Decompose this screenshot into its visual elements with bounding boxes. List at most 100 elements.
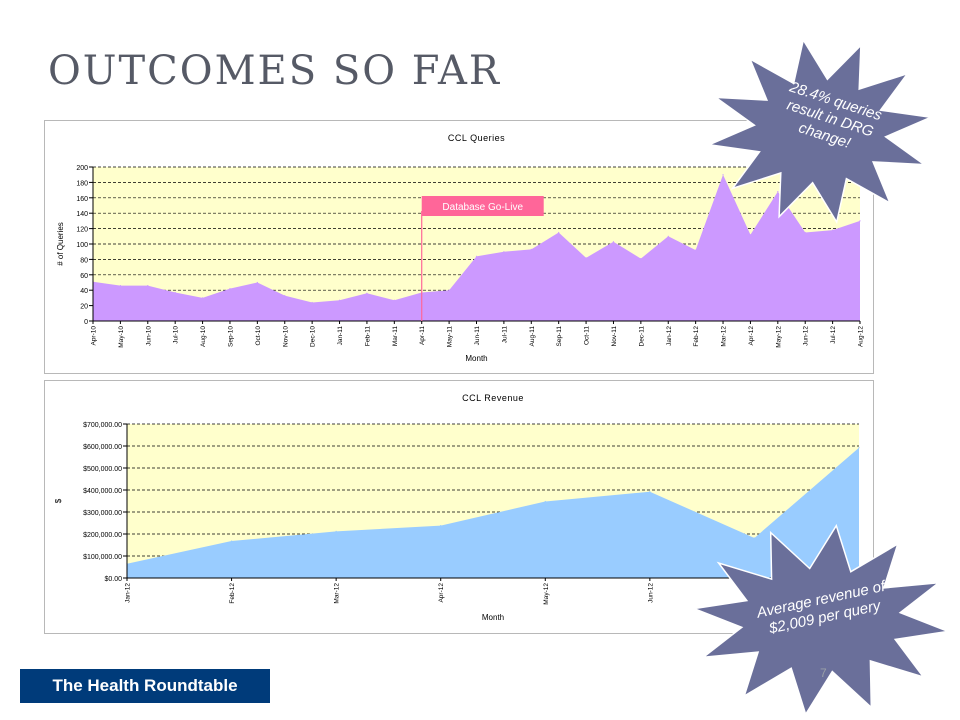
data-point <box>335 530 337 532</box>
data-point <box>832 229 834 231</box>
y-tick-label: $0.00 <box>104 576 122 583</box>
data-point <box>119 284 121 287</box>
x-tick-label: Apr-12 <box>438 583 445 603</box>
y-tick-label: 160 <box>76 196 88 203</box>
x-tick-label: Nov-11 <box>611 326 618 347</box>
starburst-shape <box>706 38 934 224</box>
y-tick-label: 180 <box>76 180 88 187</box>
data-point <box>311 301 313 304</box>
x-axis-label: Month <box>465 354 487 363</box>
x-tick-label: Mar-12 <box>721 326 728 347</box>
x-tick-label: Jan-12 <box>666 326 673 346</box>
y-tick-label: $300,000.00 <box>83 510 122 517</box>
data-point <box>440 525 442 527</box>
y-tick-label: 120 <box>76 227 88 234</box>
data-point <box>230 540 233 542</box>
data-point <box>475 255 478 257</box>
x-tick-label: Feb-12 <box>229 583 236 604</box>
x-tick-label: May-10 <box>118 326 125 348</box>
data-point <box>667 235 669 237</box>
data-point <box>804 231 806 234</box>
data-point <box>749 234 752 236</box>
x-tick-label: Nov-10 <box>282 326 289 347</box>
y-tick-label: $500,000.00 <box>83 466 122 473</box>
ccl-queries-chart-svg: 0 20 40 60 80 100 120 140 160 180 200 Apr-10 May-10 J… <box>56 133 865 363</box>
data-point <box>695 249 697 251</box>
chart-title: CCL Queries <box>448 133 505 143</box>
data-point <box>722 174 724 176</box>
y-axis-label: $ <box>54 498 63 503</box>
data-point <box>393 299 395 301</box>
data-point <box>338 299 341 301</box>
data-point <box>649 491 651 493</box>
x-tick-label: Oct-11 <box>584 326 591 345</box>
data-point <box>530 248 532 250</box>
x-tick-label: Apr-12 <box>748 326 755 346</box>
go-live-annotation-label: Database Go-Live <box>442 202 523 213</box>
y-tick-label: 0 <box>84 319 88 326</box>
x-tick-label: Aug-12 <box>858 326 865 347</box>
ccl-revenue-chart: $0.00 $100,000.00 $200,000.00 $300,000.00 $4… <box>44 380 874 634</box>
chart-title: CCL Revenue <box>462 393 524 403</box>
x-tick-label: May-12 <box>543 583 550 605</box>
data-point <box>558 231 560 234</box>
x-tick-label: Mar-11 <box>392 326 399 346</box>
starburst-callout-bottom <box>691 523 951 717</box>
x-tick-label: Jun-10 <box>145 326 152 346</box>
data-point <box>640 258 642 260</box>
y-tick-label: $600,000.00 <box>83 444 122 451</box>
y-tick-label: 100 <box>76 242 88 249</box>
x-tick-label: Jul-10 <box>173 326 180 344</box>
slide-title: OUTCOMES SO FAR <box>48 48 502 94</box>
data-point <box>753 537 756 539</box>
x-tick-label: Jun-11 <box>474 326 481 346</box>
x-tick-label: Apr-10 <box>91 326 98 346</box>
x-tick-label: Sep-11 <box>556 326 563 347</box>
data-point <box>448 289 450 291</box>
data-point <box>858 447 860 449</box>
x-tick-label: Feb-12 <box>693 326 700 347</box>
x-tick-label: Aug-10 <box>200 326 207 347</box>
x-tick-label: Sep-10 <box>227 326 234 347</box>
data-point <box>544 500 546 503</box>
x-tick-label: Jan-12 <box>125 583 132 603</box>
x-tick-label: Jul-11 <box>501 326 508 344</box>
data-point <box>174 291 176 294</box>
data-point <box>366 292 368 294</box>
ccl-revenue-chart-svg: $0.00 $100,000.00 $200,000.00 $300,000.00 $4… <box>54 393 864 622</box>
data-point <box>284 294 286 297</box>
y-tick-label: $700,000.00 <box>83 422 122 429</box>
data-point <box>777 191 779 193</box>
x-tick-label: Jul-12 <box>830 326 837 344</box>
starburst-shape <box>691 523 951 717</box>
data-point <box>147 284 149 287</box>
data-point <box>612 241 615 243</box>
y-tick-label: 80 <box>80 257 88 264</box>
x-tick-label: Jun-12 <box>803 326 810 346</box>
x-tick-label: Jan-11 <box>337 326 344 346</box>
series-area <box>127 447 859 578</box>
series-area <box>93 174 860 321</box>
x-tick-label: Feb-11 <box>364 326 371 346</box>
x-tick-label: Oct-10 <box>255 326 262 346</box>
x-tick-label: Dec-11 <box>638 326 645 347</box>
y-tick-label: 20 <box>80 304 88 311</box>
data-point <box>585 257 587 259</box>
x-tick-label: May-12 <box>775 326 782 348</box>
y-tick-label: $400,000.00 <box>83 488 122 495</box>
y-tick-label: 140 <box>76 211 88 218</box>
x-tick-label: Jun-12 <box>647 583 654 603</box>
x-tick-label: Aug-11 <box>529 326 536 347</box>
y-tick-label: $200,000.00 <box>83 532 122 539</box>
data-point <box>859 220 861 222</box>
footer-brand-badge: The Health Roundtable <box>20 669 270 703</box>
data-point <box>256 281 258 284</box>
y-tick-label: 40 <box>80 288 88 295</box>
data-point <box>201 297 204 299</box>
x-axis-label: Month <box>482 613 504 622</box>
slide-number: 7 <box>820 666 827 680</box>
starburst-callout-top <box>706 38 934 224</box>
x-tick-label: Mar-12 <box>334 583 341 604</box>
y-tick-label: $100,000.00 <box>83 554 122 561</box>
data-point <box>503 251 505 253</box>
